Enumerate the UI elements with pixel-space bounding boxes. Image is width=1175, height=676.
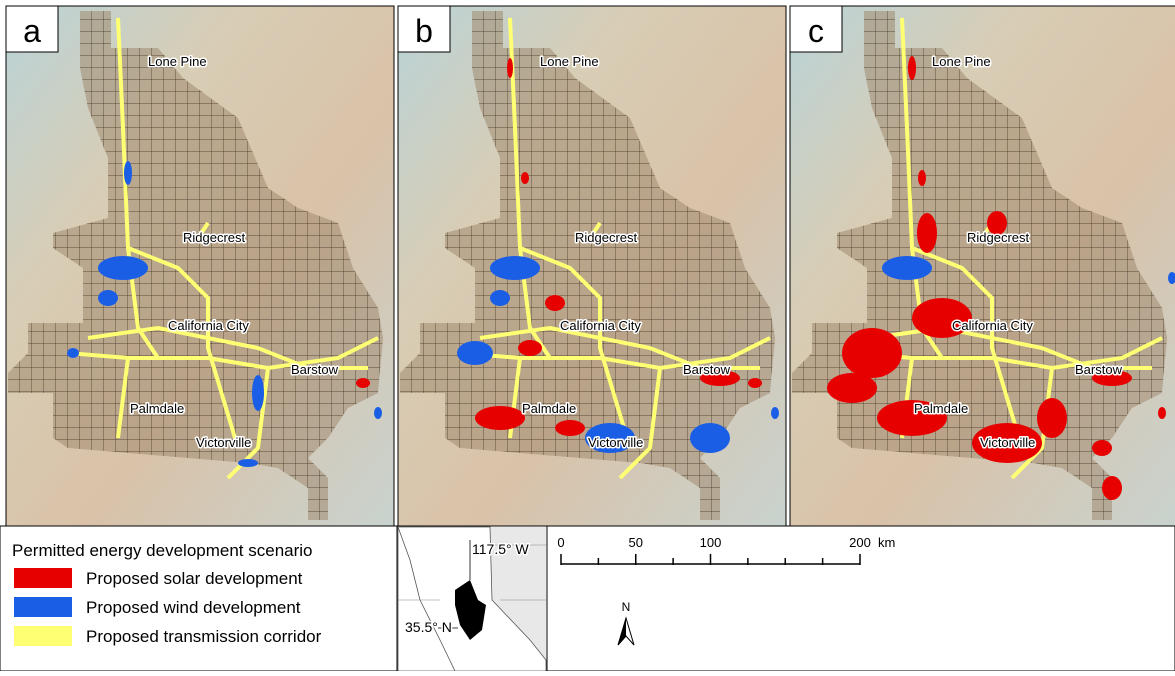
- solar-area: [545, 295, 565, 311]
- city-label: California City: [952, 318, 1033, 333]
- solar-area: [507, 58, 513, 78]
- scale-unit: km: [878, 535, 895, 550]
- solar-area: [521, 172, 529, 184]
- scale-tick-label: 50: [629, 535, 643, 550]
- city-label: Lone Pine: [540, 54, 599, 69]
- wind-area: [690, 423, 730, 453]
- wind-area: [490, 290, 510, 306]
- latitude-label: 35.5° N: [405, 619, 452, 635]
- legend-label: Proposed transmission corridor: [86, 627, 322, 646]
- panel-label: c: [808, 13, 824, 49]
- legend-swatch: [14, 626, 72, 646]
- wind-area: [490, 256, 540, 280]
- city-label: California City: [168, 318, 249, 333]
- city-label: Victorville: [980, 435, 1035, 450]
- wind-area: [98, 256, 148, 280]
- city-label: Ridgecrest: [575, 230, 638, 245]
- solar-area: [1158, 407, 1166, 419]
- solar-area: [748, 378, 762, 388]
- solar-area: [917, 213, 937, 253]
- solar-area: [356, 378, 370, 388]
- legend-swatch: [14, 597, 72, 617]
- wind-area: [238, 459, 258, 467]
- scale-tick-label: 0: [557, 535, 564, 550]
- city-label: Lone Pine: [148, 54, 207, 69]
- solar-area: [1102, 476, 1122, 500]
- wind-area: [67, 348, 79, 358]
- solar-area: [827, 373, 877, 403]
- wind-area: [882, 256, 932, 280]
- inset-map: 117.5° W 35.5° N: [398, 527, 546, 671]
- solar-area: [555, 420, 585, 436]
- wind-area: [124, 161, 132, 185]
- wind-area: [98, 290, 118, 306]
- figure: Lone Pine Ridgecrest California City Barsto…: [0, 0, 1175, 671]
- city-label: Palmdale: [522, 401, 576, 416]
- city-label: Barstow: [683, 362, 731, 377]
- city-label: Barstow: [291, 362, 339, 377]
- scale-tick-label: 100: [700, 535, 722, 550]
- wind-area: [252, 375, 264, 411]
- solar-area: [918, 170, 926, 186]
- city-label: Palmdale: [914, 401, 968, 416]
- solar-area: [908, 56, 916, 80]
- city-label: Palmdale: [130, 401, 184, 416]
- city-label: California City: [560, 318, 641, 333]
- longitude-label: 117.5° W: [472, 541, 529, 557]
- city-label: Ridgecrest: [183, 230, 246, 245]
- wind-area: [457, 341, 493, 365]
- panel-label: a: [23, 13, 41, 49]
- solar-area: [842, 328, 902, 378]
- legend-label: Proposed wind development: [86, 598, 301, 617]
- solar-area: [518, 340, 542, 356]
- legend-label: Proposed solar development: [86, 569, 303, 588]
- map-panel: Lone Pine Ridgecrest California City Barsto…: [790, 6, 1175, 526]
- solar-area: [1037, 398, 1067, 438]
- solar-area: [475, 406, 525, 430]
- north-label: N: [622, 600, 631, 614]
- city-label: Victorville: [196, 435, 251, 450]
- legend-swatch: [14, 568, 72, 588]
- city-label: Ridgecrest: [967, 230, 1030, 245]
- scale-tick-label: 200: [849, 535, 871, 550]
- wind-area: [771, 407, 779, 419]
- city-label: Victorville: [588, 435, 643, 450]
- legend-title: Permitted energy development scenario: [12, 541, 313, 560]
- map-panel: Lone Pine Ridgecrest California City Barsto…: [6, 6, 394, 526]
- panel-label: b: [415, 13, 433, 49]
- solar-area: [1092, 440, 1112, 456]
- city-label: Lone Pine: [932, 54, 991, 69]
- map-panel: Lone Pine Ridgecrest California City Barsto…: [398, 6, 786, 526]
- city-label: Barstow: [1075, 362, 1123, 377]
- wind-area: [374, 407, 382, 419]
